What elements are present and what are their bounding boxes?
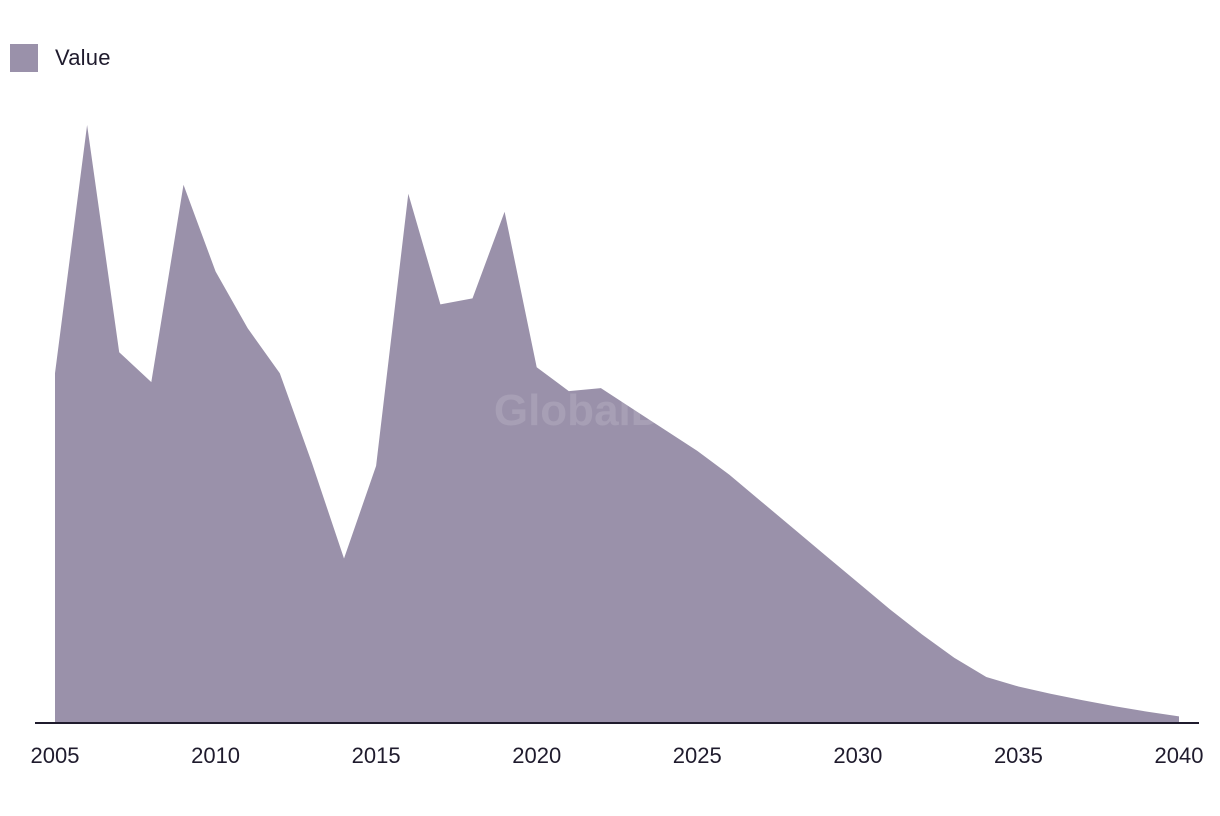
x-tick-label: 2035 <box>994 743 1043 768</box>
x-tick-label: 2005 <box>31 743 80 768</box>
x-tick-label: 2020 <box>512 743 561 768</box>
x-tick-label: 2010 <box>191 743 240 768</box>
legend-swatch <box>10 44 38 72</box>
x-axis-ticks: 2005 2010 2015 2020 2025 2030 2035 2040 <box>31 743 1204 768</box>
x-tick-label: 2040 <box>1155 743 1204 768</box>
x-tick-label: 2015 <box>352 743 401 768</box>
x-tick-label: 2025 <box>673 743 722 768</box>
legend-label: Value <box>55 45 111 70</box>
series-area-value <box>55 125 1179 723</box>
chart-legend: Value <box>10 44 111 72</box>
watermark-text: GlobalData <box>494 386 727 435</box>
x-tick-label: 2030 <box>833 743 882 768</box>
